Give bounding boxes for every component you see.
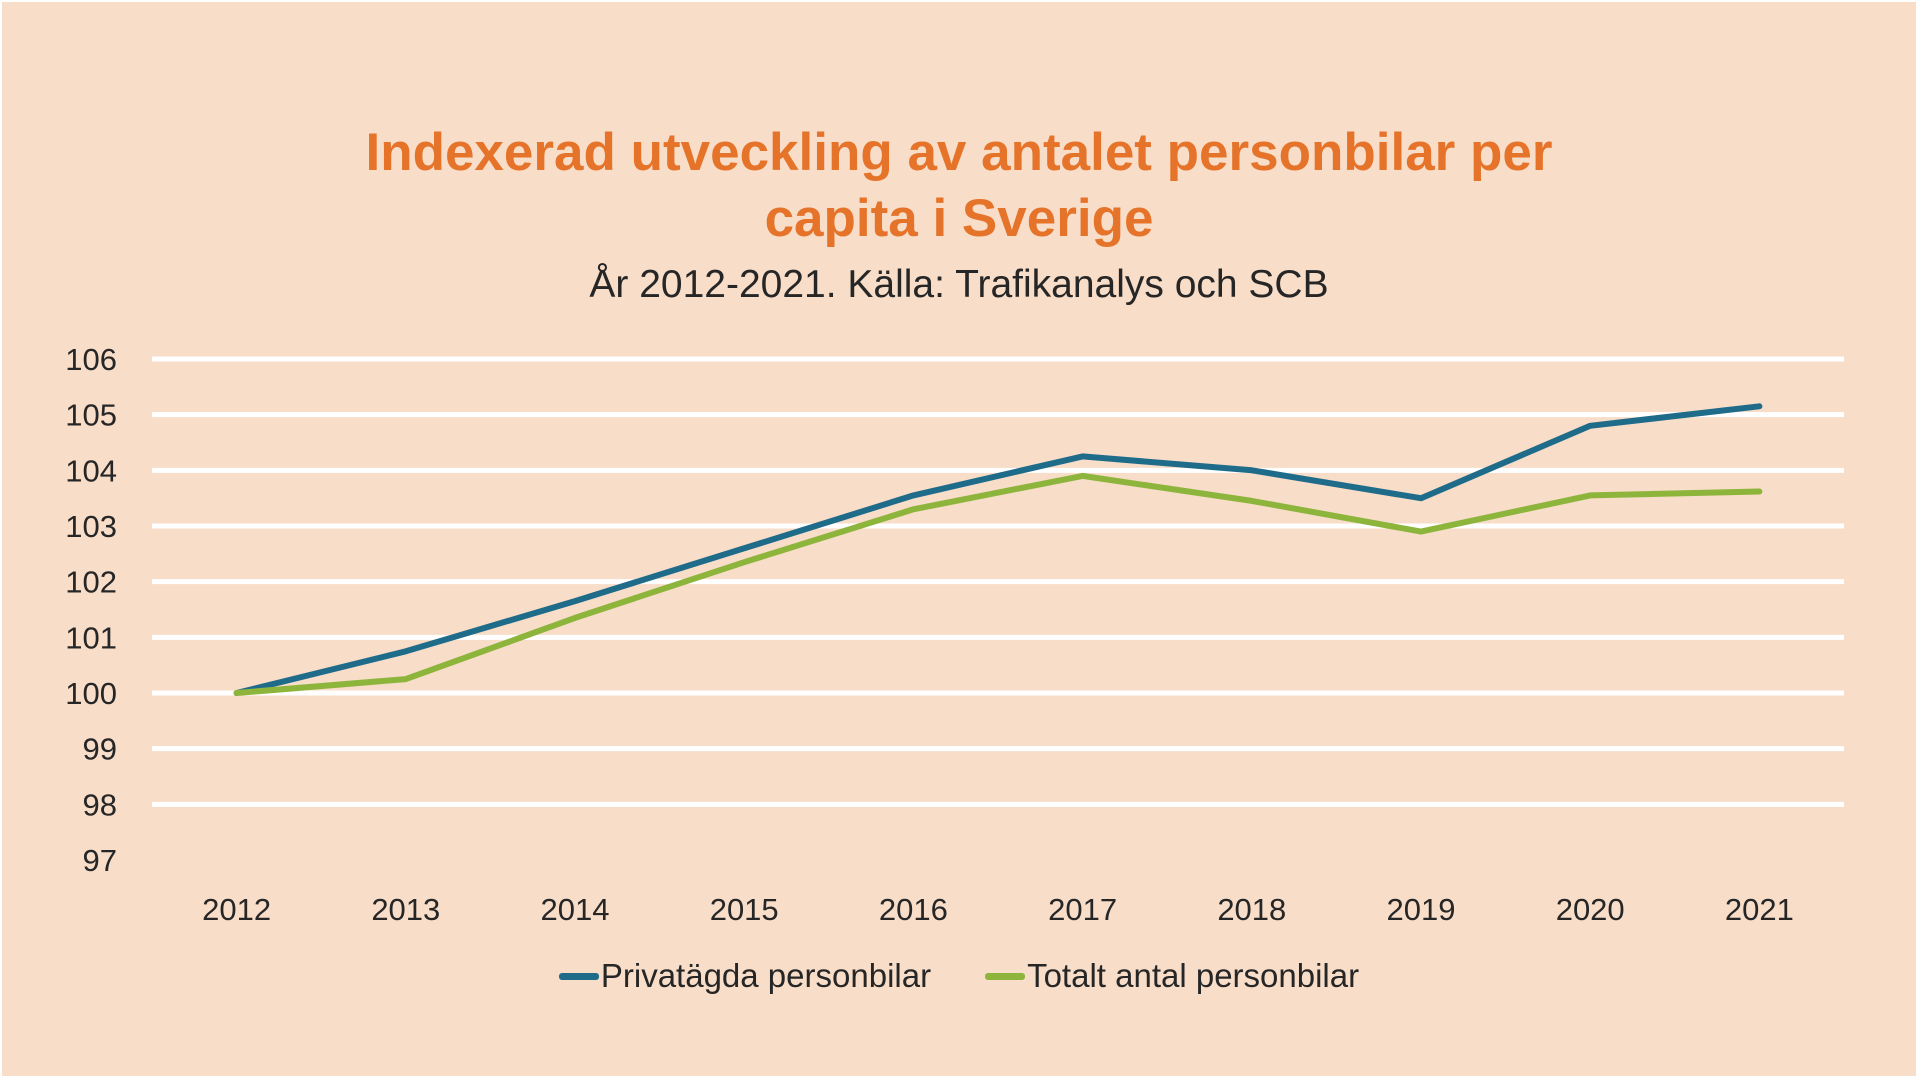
series-lines bbox=[233, 403, 1763, 696]
y-axis-ticks: 97 98 99 100 101 102 103 104 105 106 bbox=[65, 342, 117, 878]
x-tick-label: 2014 bbox=[541, 892, 610, 927]
chart-title-line-2: capita i Sverige bbox=[764, 189, 1154, 248]
y-tick-label: 104 bbox=[65, 453, 117, 488]
y-tick-label: 98 bbox=[83, 787, 117, 822]
y-tick-label: 100 bbox=[65, 676, 117, 711]
x-tick-label: 2016 bbox=[879, 892, 948, 927]
legend-label: Privatägda personbilar bbox=[600, 957, 932, 994]
series-line-1 bbox=[233, 472, 1763, 696]
legend-item-1: Totalt antal personbilar bbox=[985, 957, 1359, 995]
chart-subtitle: År 2012-2021. Källa: Trafikanalys och SC… bbox=[589, 263, 1329, 306]
y-tick-label: 103 bbox=[65, 509, 117, 544]
legend-label: Totalt antal personbilar bbox=[1027, 957, 1360, 994]
chart-title: Indexerad utveckling av antalet personbi… bbox=[2, 120, 1916, 252]
legend: Privatägda personbilar Totalt antal perso… bbox=[2, 957, 1916, 995]
x-tick-label: 2019 bbox=[1387, 892, 1456, 927]
y-tick-label: 106 bbox=[65, 342, 117, 377]
y-tick-label: 105 bbox=[65, 398, 117, 433]
x-axis-ticks: 2012 2013 2014 2015 2016 2017 2018 2019 2020 2021 bbox=[202, 892, 1794, 927]
y-tick-label: 99 bbox=[83, 732, 117, 767]
y-tick-label: 102 bbox=[65, 565, 117, 600]
x-tick-label: 2021 bbox=[1725, 892, 1794, 927]
x-tick-label: 2017 bbox=[1048, 892, 1117, 927]
series-line-0 bbox=[233, 403, 1763, 696]
chart-title-line-1: Indexerad utveckling av antalet personbi… bbox=[365, 123, 1553, 182]
x-tick-label: 2015 bbox=[710, 892, 779, 927]
x-tick-label: 2018 bbox=[1217, 892, 1286, 927]
x-tick-label: 2012 bbox=[202, 892, 271, 927]
legend-item-0: Privatägda personbilar bbox=[558, 957, 932, 995]
legend-swatch bbox=[558, 972, 599, 980]
legend-swatch bbox=[985, 972, 1026, 980]
y-tick-label: 101 bbox=[65, 620, 117, 655]
x-tick-label: 2013 bbox=[371, 892, 440, 927]
x-tick-label: 2020 bbox=[1556, 892, 1625, 927]
gridlines bbox=[152, 356, 1844, 807]
y-tick-label: 97 bbox=[83, 843, 117, 878]
